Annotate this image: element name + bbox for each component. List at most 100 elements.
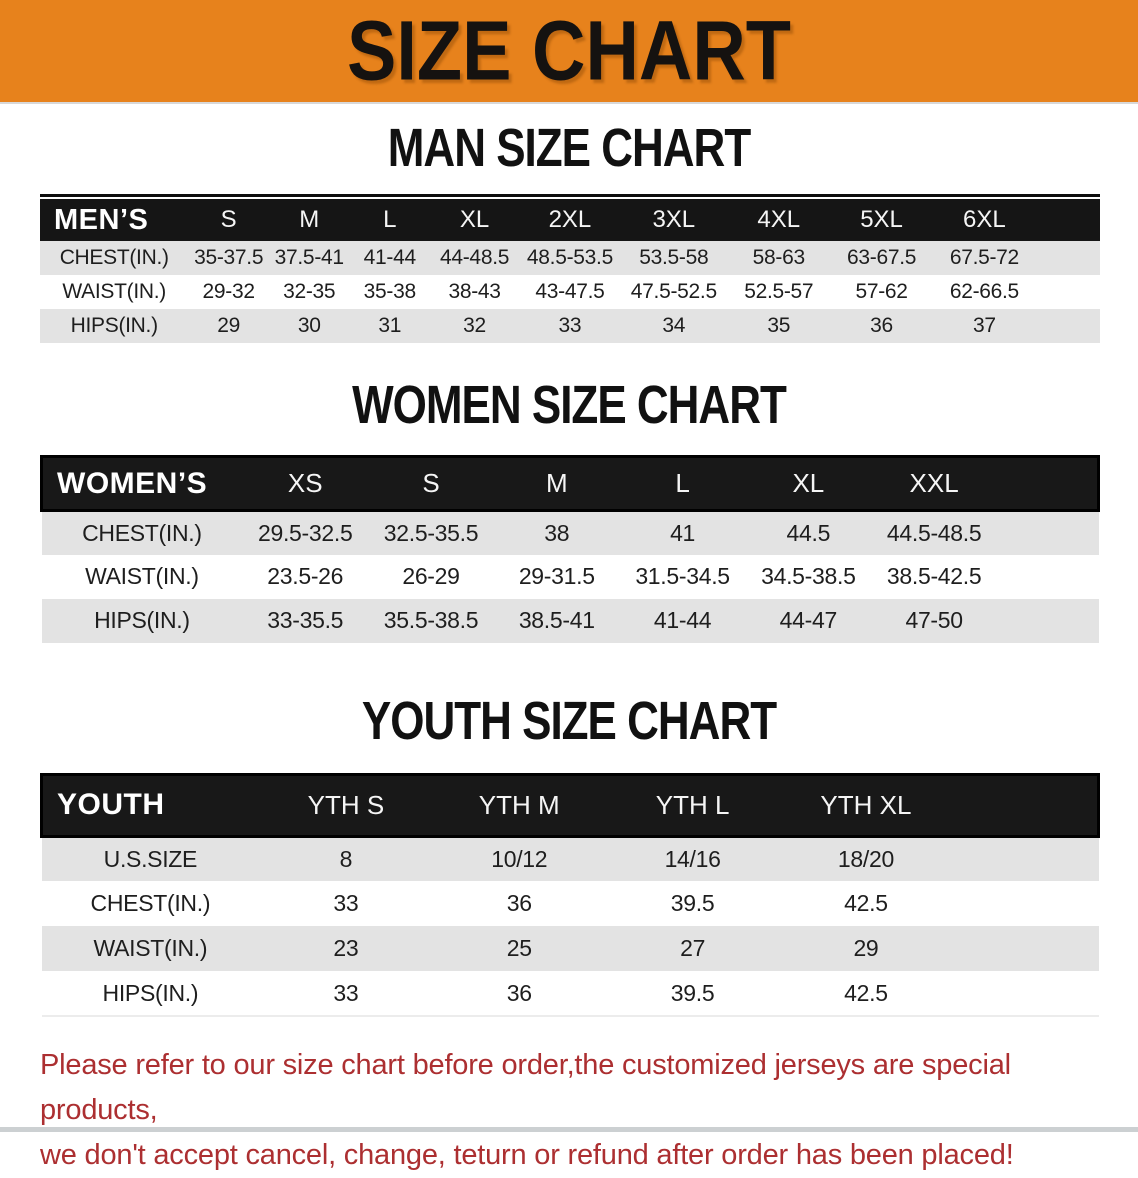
measure-label: WAIST(IN.) <box>40 275 189 309</box>
spacer-cell <box>997 456 1099 511</box>
size-value: 36 <box>432 881 606 926</box>
size-value: 35-38 <box>349 275 431 309</box>
men-section-heading: MAN SIZE CHART <box>387 118 751 179</box>
size-value: 44-48.5 <box>430 241 520 275</box>
spacer-cell <box>952 971 1099 1016</box>
size-value: 33 <box>519 309 621 343</box>
size-col-header: XS <box>242 456 369 511</box>
spacer-cell <box>997 510 1099 555</box>
size-value: 58-63 <box>726 241 831 275</box>
size-col-header: XXL <box>871 456 998 511</box>
size-value: 23.5-26 <box>242 554 369 599</box>
size-col-header: M <box>268 199 350 241</box>
size-col-header: 6XL <box>932 199 1037 241</box>
size-value: 41-44 <box>619 598 746 643</box>
size-value: 44.5 <box>745 510 872 555</box>
size-value: 42.5 <box>779 881 953 926</box>
men-header-row: MEN’S S M L XL 2XL 3XL 4XL 5XL 6XL <box>40 199 1100 241</box>
measure-label: CHEST(IN.) <box>40 241 189 275</box>
size-value: 33-35.5 <box>242 598 369 643</box>
men-group-label: MEN’S <box>40 199 189 241</box>
size-value: 29-32 <box>188 275 269 309</box>
size-value: 26-29 <box>368 554 494 599</box>
size-value: 47.5-52.5 <box>620 275 727 309</box>
spacer-cell <box>997 598 1099 643</box>
size-value: 38 <box>493 510 620 555</box>
size-value: 35-37.5 <box>188 241 269 275</box>
women-size-table: WOMEN’S XS S M L XL XXL CHEST(IN.) 29.5-… <box>40 455 1100 643</box>
youth-size-table: YOUTH YTH S YTH M YTH L YTH XL U.S.SIZE … <box>40 773 1100 1017</box>
size-value: 30 <box>268 309 350 343</box>
men-hips-row: HIPS(IN.) 29 30 31 32 33 34 35 36 37 <box>40 309 1100 343</box>
size-value: 10/12 <box>432 836 606 881</box>
size-value: 32 <box>430 309 520 343</box>
size-col-header: 5XL <box>830 199 933 241</box>
size-value: 33 <box>259 971 433 1016</box>
size-value: 41 <box>619 510 746 555</box>
spacer-cell <box>952 836 1099 881</box>
size-value: 37.5-41 <box>268 241 350 275</box>
measure-label: CHEST(IN.) <box>41 510 243 555</box>
women-hips-row: HIPS(IN.) 33-35.5 35.5-38.5 38.5-41 41-4… <box>41 598 1099 643</box>
size-value: 38.5-42.5 <box>871 554 998 599</box>
disclaimer-line-2: we don't accept cancel, change, teturn o… <box>40 1139 1014 1171</box>
size-value: 29.5-32.5 <box>242 510 369 555</box>
women-chest-row: CHEST(IN.) 29.5-32.5 32.5-35.5 38 41 44.… <box>41 510 1099 555</box>
size-value: 44.5-48.5 <box>871 510 998 555</box>
size-value: 36 <box>432 971 606 1016</box>
size-value: 48.5-53.5 <box>519 241 621 275</box>
spacer-cell <box>997 554 1099 599</box>
size-value: 44-47 <box>745 598 872 643</box>
size-value: 8 <box>259 836 433 881</box>
size-value: 62-66.5 <box>932 275 1037 309</box>
size-value: 37 <box>932 309 1037 343</box>
size-col-header: 3XL <box>620 199 727 241</box>
size-value: 29-31.5 <box>493 554 620 599</box>
size-value: 57-62 <box>830 275 933 309</box>
spacer-cell <box>952 926 1099 971</box>
size-value: 25 <box>432 926 606 971</box>
women-section-heading: WOMEN SIZE CHART <box>352 375 787 436</box>
size-col-header: L <box>619 456 746 511</box>
size-value: 29 <box>188 309 269 343</box>
size-value: 34 <box>620 309 727 343</box>
size-chart-banner: SIZE CHART <box>0 0 1138 104</box>
size-value: 31 <box>349 309 431 343</box>
bottom-edge-strip <box>0 1127 1138 1132</box>
youth-ussize-row: U.S.SIZE 8 10/12 14/16 18/20 <box>41 836 1099 881</box>
size-value: 32-35 <box>268 275 350 309</box>
size-value: 29 <box>779 926 953 971</box>
youth-hips-row: HIPS(IN.) 33 36 39.5 42.5 <box>41 971 1099 1016</box>
size-col-header: 2XL <box>519 199 621 241</box>
measure-label: WAIST(IN.) <box>41 926 260 971</box>
measure-label: HIPS(IN.) <box>41 971 260 1016</box>
men-waist-row: WAIST(IN.) 29-32 32-35 35-38 38-43 43-47… <box>40 275 1100 309</box>
size-col-header: YTH M <box>432 774 606 836</box>
size-col-header: M <box>493 456 620 511</box>
size-value: 52.5-57 <box>726 275 831 309</box>
measure-label: HIPS(IN.) <box>41 598 243 643</box>
size-col-header: YTH S <box>259 774 433 836</box>
size-value: 63-67.5 <box>830 241 933 275</box>
spacer-cell <box>952 774 1099 836</box>
size-value: 42.5 <box>779 971 953 1016</box>
spacer-cell <box>952 881 1099 926</box>
youth-header-row: YOUTH YTH S YTH M YTH L YTH XL <box>41 774 1099 836</box>
spacer-cell <box>1036 241 1100 275</box>
men-table-top-rule <box>40 194 1100 197</box>
size-col-header: YTH XL <box>779 774 953 836</box>
size-value: 38.5-41 <box>493 598 620 643</box>
size-value: 14/16 <box>605 836 780 881</box>
size-col-header: 4XL <box>726 199 831 241</box>
size-value: 31.5-34.5 <box>619 554 746 599</box>
youth-chest-row: CHEST(IN.) 33 36 39.5 42.5 <box>41 881 1099 926</box>
size-value: 38-43 <box>430 275 520 309</box>
spacer-cell <box>1036 199 1100 241</box>
measure-label: CHEST(IN.) <box>41 881 260 926</box>
women-header-row: WOMEN’S XS S M L XL XXL <box>41 456 1099 511</box>
size-value: 36 <box>830 309 933 343</box>
size-col-header: S <box>188 199 269 241</box>
women-group-label: WOMEN’S <box>41 456 243 511</box>
men-chest-row: CHEST(IN.) 35-37.5 37.5-41 41-44 44-48.5… <box>40 241 1100 275</box>
size-value: 18/20 <box>779 836 953 881</box>
